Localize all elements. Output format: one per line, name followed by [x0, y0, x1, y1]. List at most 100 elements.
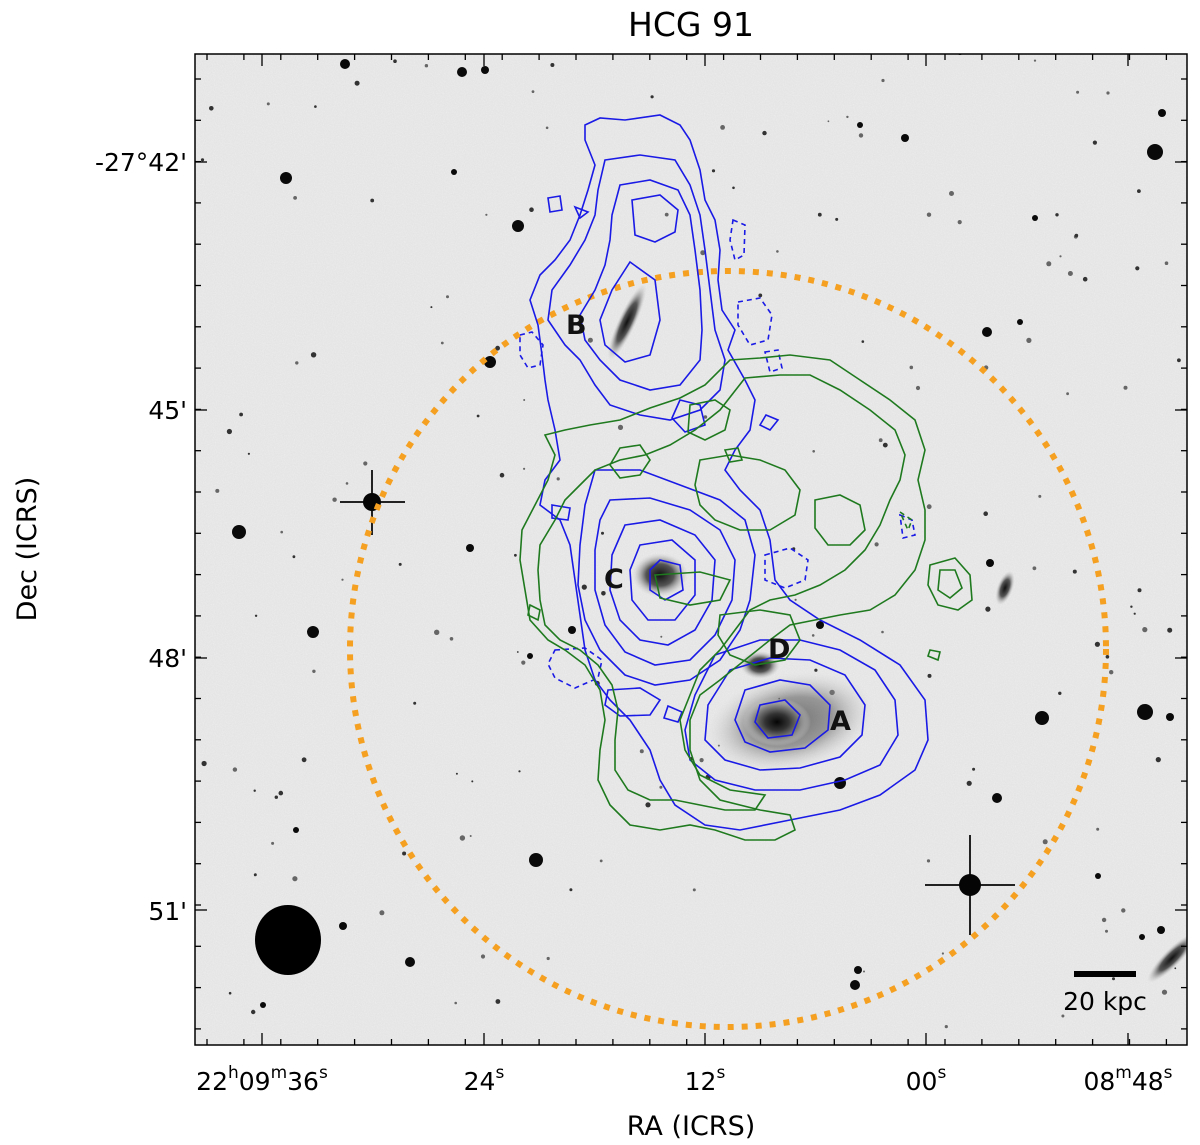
star [568, 626, 576, 634]
star [280, 172, 292, 184]
faint-star [310, 352, 317, 358]
star [339, 922, 347, 930]
faint-star [1142, 627, 1148, 633]
faint-star [521, 660, 526, 665]
x-tick-label-4: 08m48s [1083, 1063, 1172, 1096]
faint-star [1082, 276, 1088, 282]
faint-star [459, 835, 466, 841]
faint-star [440, 341, 444, 345]
faint-star [1046, 261, 1052, 267]
faint-star [518, 770, 521, 773]
faint-star [581, 584, 587, 590]
faint-star [495, 999, 501, 1004]
faint-star [449, 637, 454, 641]
faint-star [345, 482, 349, 485]
faint-star [1092, 140, 1097, 145]
faint-star [239, 412, 244, 417]
galaxy-edge-bottomright [1147, 933, 1187, 983]
star [1166, 713, 1174, 721]
faint-star [293, 196, 297, 200]
galaxy-label-b: B [566, 310, 587, 341]
faint-star [941, 952, 945, 955]
star [466, 544, 474, 552]
faint-star [1137, 588, 1142, 593]
galaxy-b [607, 283, 647, 361]
star-field [200, 54, 1181, 1029]
green-contours [519, 354, 973, 841]
beam-ellipse [255, 905, 321, 975]
faint-star [1137, 189, 1141, 194]
faint-star [617, 424, 624, 430]
faint-star [201, 760, 207, 767]
star [1035, 711, 1049, 725]
faint-star [720, 125, 725, 130]
faint-star [639, 749, 644, 754]
faint-star [846, 115, 849, 119]
faint-star [1109, 670, 1114, 675]
plot-frame [194, 53, 1188, 1046]
faint-star [861, 340, 865, 343]
x-axis-label: RA (ICRS) [627, 1111, 756, 1142]
faint-star [926, 859, 931, 863]
faint-star [909, 365, 914, 370]
star [451, 169, 457, 175]
faint-star [985, 606, 991, 612]
star [857, 122, 863, 128]
faint-star [471, 780, 474, 783]
star [457, 67, 467, 77]
faint-star [424, 63, 429, 68]
faint-star [1123, 385, 1128, 390]
figure-title: HCG 91 [628, 5, 754, 44]
faint-star [949, 191, 954, 196]
faint-star [455, 772, 458, 775]
y-axis-label: Dec (ICRS) [12, 477, 43, 622]
galaxy-label-d: D [768, 634, 790, 665]
star [260, 1002, 266, 1008]
faint-star [811, 634, 815, 637]
faint-star [703, 415, 708, 419]
bright-star-lower-right [925, 835, 1015, 935]
faint-star [1067, 271, 1073, 276]
faint-star [556, 477, 560, 481]
faint-star [523, 467, 526, 470]
faint-star [817, 212, 822, 217]
faint-star [835, 217, 839, 221]
star [1032, 215, 1038, 221]
faint-star [699, 758, 704, 763]
faint-star [469, 835, 472, 837]
faint-star [874, 542, 879, 547]
faint-star [881, 630, 884, 634]
faint-star [226, 428, 232, 435]
star [340, 59, 350, 69]
faint-star [550, 63, 555, 67]
faint-star [209, 106, 214, 111]
faint-star [446, 295, 449, 299]
star [1158, 109, 1166, 117]
faint-star [944, 1025, 948, 1029]
star [1139, 934, 1145, 940]
faint-star [480, 954, 486, 959]
star [512, 220, 524, 232]
star [986, 559, 994, 567]
faint-star [413, 701, 417, 705]
faint-star [1164, 261, 1169, 266]
x-tick-label-0: 22h09m36s [196, 1063, 328, 1096]
faint-star [601, 531, 604, 535]
faint-star [1038, 494, 1042, 498]
y-tick-label-3: 51' [148, 897, 187, 926]
faint-star [1105, 929, 1108, 933]
faint-star [523, 399, 526, 401]
faint-star [660, 635, 663, 638]
faint-star [228, 991, 232, 995]
faint-star [485, 213, 488, 216]
faint-star [972, 767, 976, 771]
faint-star [645, 802, 651, 808]
faint-star [1055, 213, 1059, 217]
faint-star [251, 1009, 256, 1015]
faint-star [546, 956, 550, 961]
star [850, 980, 860, 990]
star [834, 777, 846, 789]
faint-star [812, 450, 815, 453]
x-tick-label-2: 12s [685, 1063, 726, 1096]
faint-star [1177, 358, 1181, 363]
